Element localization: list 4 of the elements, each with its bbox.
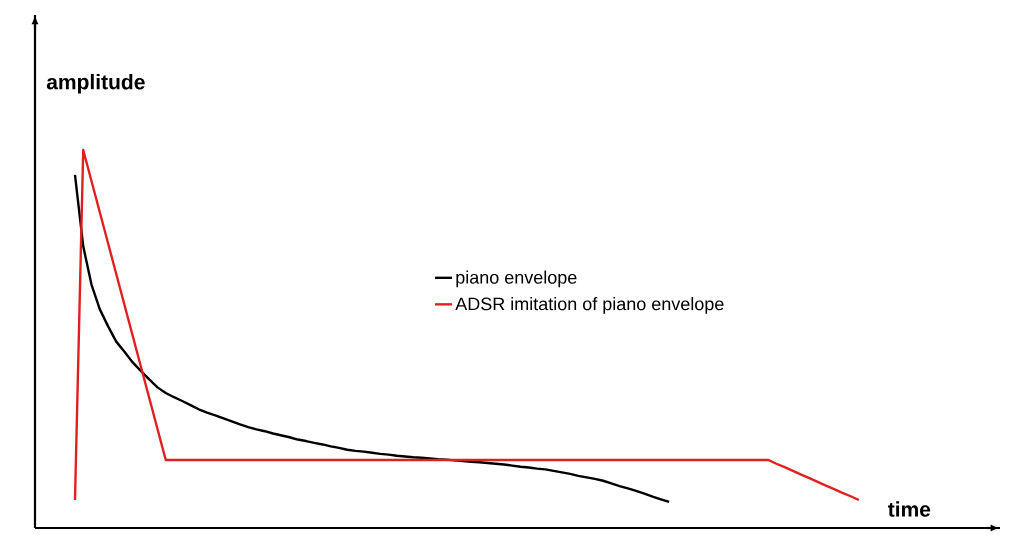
legend-label: ADSR imitation of piano envelope [455,297,724,314]
legend-label: piano envelope [456,270,577,288]
y-axis-title: amplitude [46,73,145,94]
x-axis-title: time [887,501,931,517]
